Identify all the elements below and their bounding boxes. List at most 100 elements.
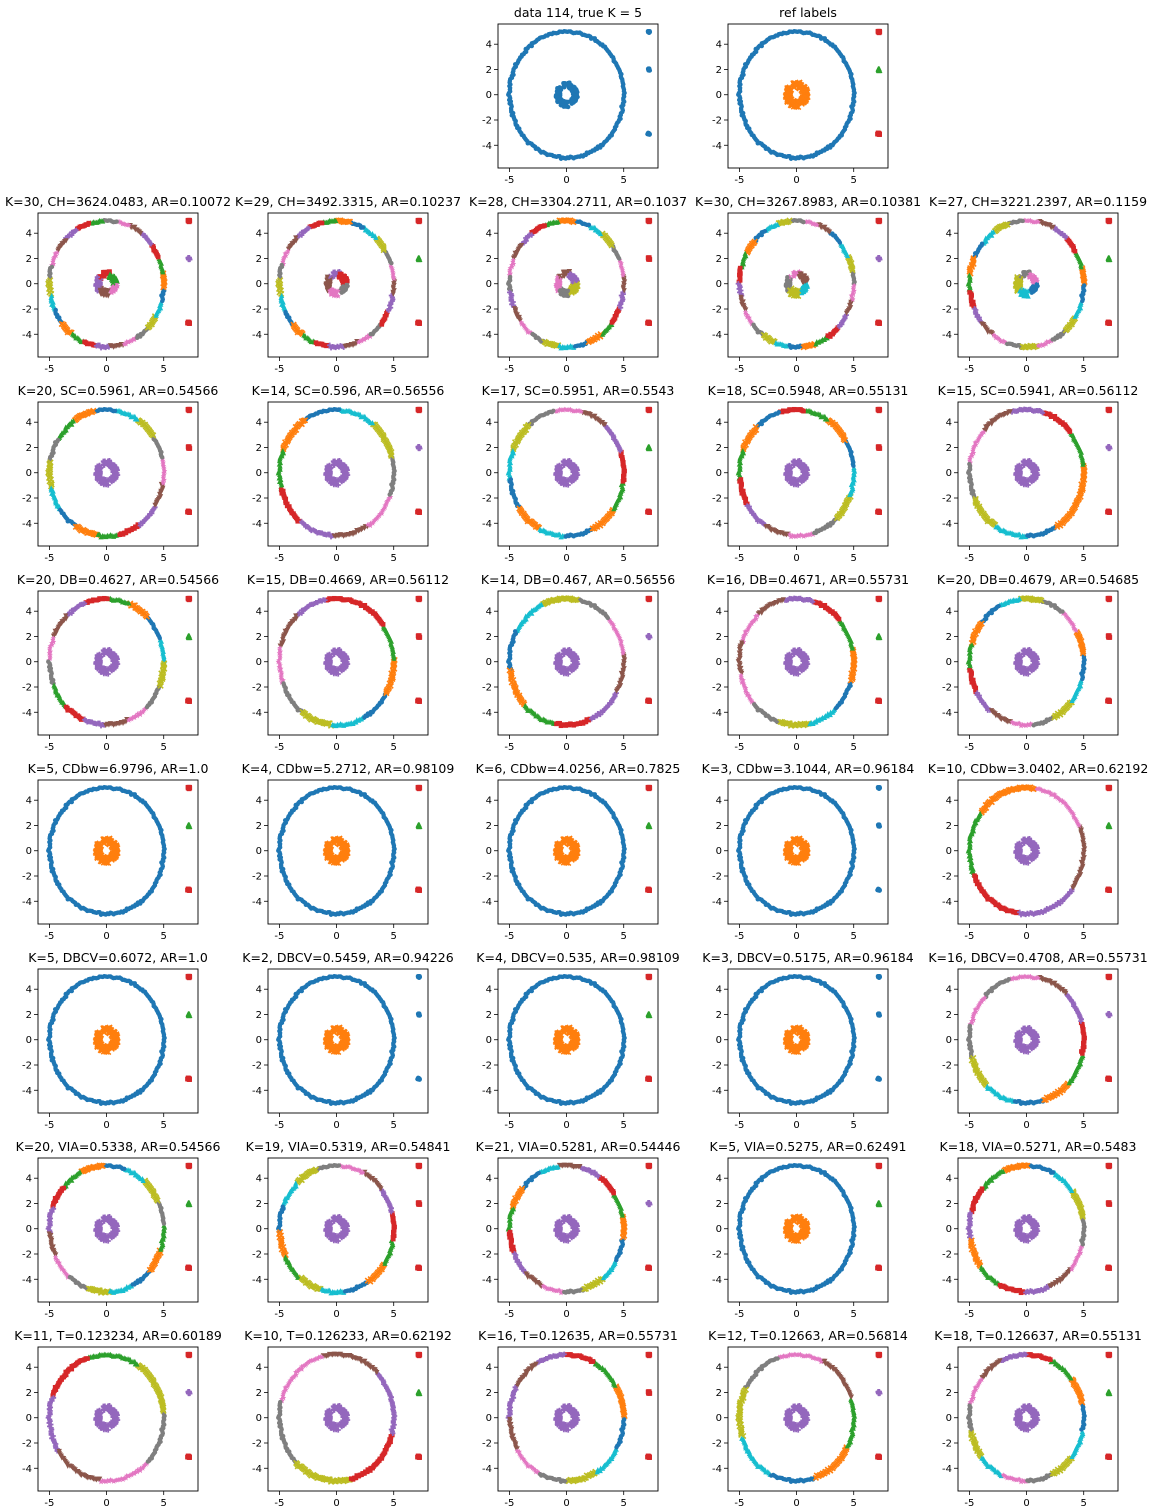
x-tick-label: 5: [391, 1120, 397, 1131]
y-tick-label: -4: [482, 1464, 492, 1475]
y-tick-label: 4: [256, 796, 262, 807]
x-tick-label: 5: [621, 742, 627, 753]
x-tick-label: 5: [851, 742, 857, 753]
y-tick-label: 2: [26, 1010, 32, 1021]
x-tick-label: -5: [734, 1498, 744, 1509]
subplot-title: data 114, true K = 5: [514, 5, 642, 20]
y-tick-label: -2: [942, 1250, 952, 1261]
subplot-title: K=12, T=0.12663, AR=0.56814: [708, 1328, 908, 1343]
subplot-9: K=17, SC=0.5951, AR=0.5543 -5 0 5 4 2 0 -2 -4: [482, 383, 675, 564]
subplot-title: K=5, DBCV=0.6072, AR=1.0: [28, 950, 208, 965]
x-tick-label: -5: [44, 1498, 54, 1509]
x-tick-label: 5: [621, 175, 627, 186]
y-tick-label: 2: [716, 254, 722, 265]
x-tick-label: -5: [964, 1498, 974, 1509]
scatter-points: [505, 406, 653, 540]
y-tick-label: -4: [482, 141, 492, 152]
y-tick-label: 4: [486, 796, 492, 807]
y-tick-label: -2: [942, 872, 952, 883]
y-tick-label: 2: [486, 1199, 492, 1210]
x-tick-label: 5: [161, 742, 167, 753]
x-tick-label: 5: [1081, 364, 1087, 375]
x-tick-label: -5: [44, 1309, 54, 1320]
y-tick-label: -4: [942, 708, 952, 719]
y-tick-label: 0: [486, 846, 492, 857]
y-tick-label: -2: [942, 1061, 952, 1072]
y-tick-label: -2: [22, 683, 32, 694]
x-tick-label: -5: [274, 553, 284, 564]
y-tick-label: -2: [252, 305, 262, 316]
y-tick-label: 2: [26, 254, 32, 265]
y-tick-label: 0: [486, 90, 492, 101]
subplot-title: K=16, DBCV=0.4708, AR=0.55731: [928, 950, 1147, 965]
x-tick-label: 5: [391, 553, 397, 564]
y-tick-label: -4: [712, 519, 722, 530]
x-tick-label: -5: [504, 931, 514, 942]
scatter-points: [965, 784, 1113, 918]
x-tick-label: 5: [1081, 931, 1087, 942]
y-tick-label: -4: [252, 1275, 262, 1286]
y-tick-label: -2: [482, 683, 492, 694]
subplot-title: K=5, VIA=0.5275, AR=0.62491: [710, 1139, 907, 1154]
y-tick-label: -2: [482, 1250, 492, 1261]
x-tick-label: 0: [1023, 931, 1029, 942]
subplot-title: K=14, DB=0.467, AR=0.56556: [481, 572, 675, 587]
scatter-points: [505, 1351, 653, 1485]
x-tick-label: 0: [103, 742, 109, 753]
y-tick-label: 2: [486, 632, 492, 643]
y-tick-label: -4: [22, 708, 32, 719]
scatter-points: [46, 595, 193, 729]
x-tick-label: 0: [103, 1120, 109, 1131]
y-tick-label: -4: [482, 1275, 492, 1286]
y-tick-label: -4: [942, 1086, 952, 1097]
y-tick-label: 4: [256, 229, 262, 240]
scatter-points: [736, 28, 883, 161]
y-tick-label: 4: [716, 1174, 722, 1185]
y-tick-label: 0: [26, 1413, 32, 1424]
x-tick-label: 5: [851, 553, 857, 564]
scatter-points: [506, 784, 653, 917]
x-tick-label: 5: [1081, 1309, 1087, 1320]
y-tick-label: 4: [26, 229, 32, 240]
x-tick-label: 0: [563, 931, 569, 942]
y-tick-label: 2: [256, 1199, 262, 1210]
x-tick-label: -5: [504, 1309, 514, 1320]
y-tick-label: 2: [26, 1388, 32, 1399]
y-tick-label: 0: [716, 1035, 722, 1046]
y-tick-label: 0: [256, 279, 262, 290]
y-tick-label: 4: [256, 985, 262, 996]
x-tick-label: 0: [793, 742, 799, 753]
subplot-15: K=16, DB=0.4671, AR=0.55731 -5 0 5 4 2 0 -2 -4: [707, 572, 909, 753]
subplot-title: K=18, VIA=0.5271, AR=0.5483: [940, 1139, 1137, 1154]
x-tick-label: -5: [504, 553, 514, 564]
scatter-points: [276, 1351, 423, 1485]
y-tick-label: -4: [942, 1275, 952, 1286]
y-tick-label: 4: [26, 607, 32, 618]
scatter-points: [965, 1162, 1113, 1296]
y-tick-label: -2: [22, 1061, 32, 1072]
y-tick-label: 0: [486, 657, 492, 668]
x-tick-label: 0: [793, 553, 799, 564]
y-tick-label: 0: [256, 657, 262, 668]
y-tick-label: 2: [26, 821, 32, 832]
y-tick-label: 2: [256, 1388, 262, 1399]
scatter-points: [736, 1162, 883, 1295]
y-tick-label: 2: [256, 821, 262, 832]
y-tick-label: 0: [946, 1224, 952, 1235]
subplot-31: K=18, VIA=0.5271, AR=0.5483 -5 0 5 4 2 0 -2 -4: [940, 1139, 1137, 1320]
y-tick-label: 0: [486, 1224, 492, 1235]
y-tick-label: 4: [486, 1363, 492, 1374]
y-tick-label: -4: [942, 897, 952, 908]
subplot-title: K=3, CDbw=3.1044, AR=0.96184: [702, 761, 915, 776]
x-tick-label: -5: [964, 931, 974, 942]
subplot-1: ref labels -5 0 5 4 2 0 -2 -4: [712, 5, 889, 186]
y-tick-label: 2: [486, 1388, 492, 1399]
y-tick-label: 4: [716, 418, 722, 429]
x-tick-label: 0: [1023, 1309, 1029, 1320]
x-tick-label: -5: [504, 742, 514, 753]
scatter-points: [275, 595, 423, 729]
y-tick-label: -4: [252, 1464, 262, 1475]
y-tick-label: -2: [942, 1439, 952, 1450]
y-tick-label: 2: [946, 1388, 952, 1399]
